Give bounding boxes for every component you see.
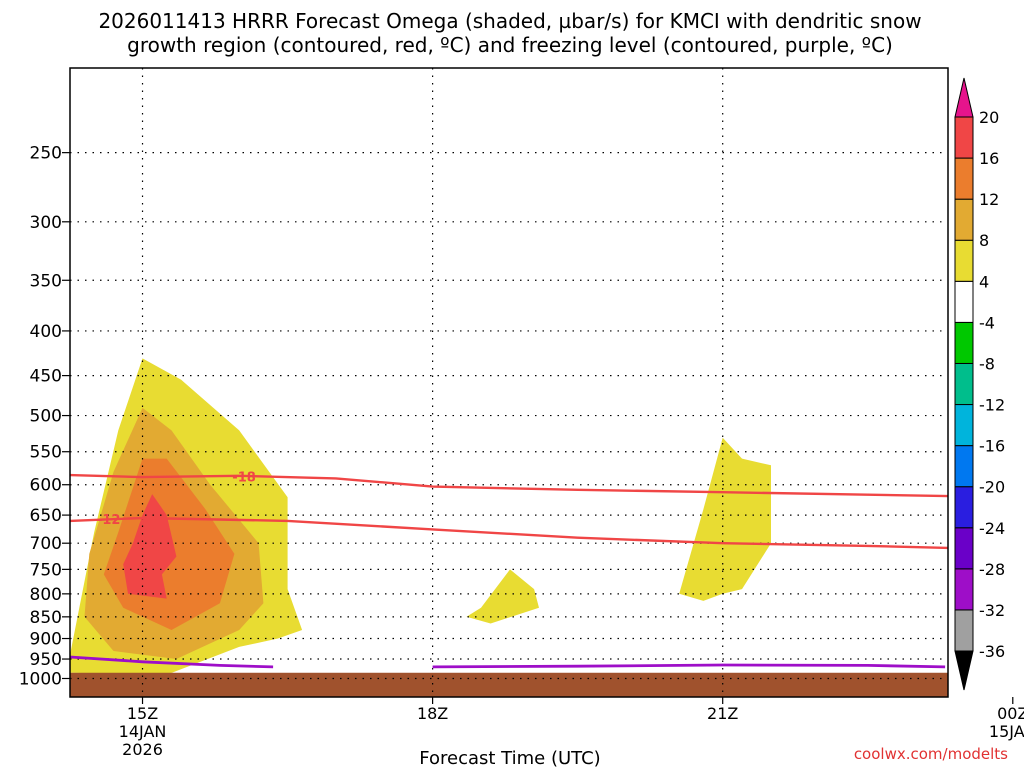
y-tick-label-800: 800 <box>30 585 62 605</box>
colorbar-bin--24 <box>954 486 974 529</box>
x-tick-date-00Z: 15JAN <box>989 722 1024 741</box>
colorbar-bin--36 <box>954 609 974 652</box>
freezing-level-line-0 <box>70 655 274 669</box>
colorbar-under-arrow <box>954 650 974 691</box>
colorbar-label--16: -16 <box>979 437 1005 456</box>
y-tick-label-300: 300 <box>30 213 62 233</box>
colorbar-label--8: -8 <box>979 354 995 373</box>
colorbar-label--24: -24 <box>979 519 1005 538</box>
colorbar-bin--28 <box>954 527 974 570</box>
colorbar-label--4: -4 <box>979 313 995 332</box>
y-tick-label-250: 250 <box>30 144 62 164</box>
x-tick-label-18Z: 18Z <box>417 704 448 723</box>
y-tick-label-600: 600 <box>30 476 62 496</box>
omega-region-4 <box>466 569 539 624</box>
x-tick-label-15Z: 15Z <box>127 704 158 723</box>
x-tick-label-00Z: 00Z <box>997 704 1024 723</box>
colorbar-bin-8 <box>954 198 974 241</box>
colorbar-label-12: 12 <box>979 190 999 209</box>
colorbar-bin--4 <box>954 280 974 323</box>
y-tick-label-400: 400 <box>30 322 62 342</box>
isotherm-minus18-line <box>70 473 948 498</box>
plot-area: -12-18-182503003504004505005506006507007… <box>19 67 1024 759</box>
y-tick-label-550: 550 <box>30 443 62 463</box>
colorbar-label--32: -32 <box>979 601 1005 620</box>
x-tick-label-21Z: 21Z <box>707 704 738 723</box>
y-tick-label-500: 500 <box>30 407 62 427</box>
x-axis-label: Forecast Time (UTC) <box>419 748 600 768</box>
colorbar-bin--12 <box>954 362 974 406</box>
y-tick-label-700: 700 <box>30 534 62 554</box>
chart-title-line2: growth region (contoured, red, ºC) and f… <box>127 33 893 57</box>
isotherm-minus12-label: -12 <box>97 513 121 528</box>
freezing-level-line-1 <box>432 663 946 669</box>
colorbar-label--12: -12 <box>979 396 1005 415</box>
y-tick-label-350: 350 <box>30 271 62 291</box>
colorbar-label--28: -28 <box>979 560 1005 579</box>
colorbar-bin--32 <box>954 568 974 611</box>
colorbar-bin--20 <box>954 445 974 488</box>
y-tick-label-850: 850 <box>30 608 62 628</box>
colorbar-bin--8 <box>954 321 974 364</box>
colorbar-bin-4 <box>954 239 974 282</box>
ground-surface <box>70 672 948 697</box>
colorbar-label-16: 16 <box>979 149 999 168</box>
y-tick-label-900: 900 <box>30 630 62 650</box>
colorbar-over-arrow <box>954 77 974 118</box>
y-tick-label-1000: 1000 <box>19 669 62 689</box>
colorbar-label--36: -36 <box>979 642 1005 661</box>
y-tick-label-650: 650 <box>30 506 62 526</box>
plot-frame <box>69 67 949 698</box>
colorbar-label-8: 8 <box>979 231 989 250</box>
colorbar-bin-12 <box>954 157 974 200</box>
x-tick-year-15Z: 2026 <box>122 740 163 759</box>
colorbar-bin-16 <box>954 116 974 159</box>
chart-title-line1: 2026011413 HRRR Forecast Omega (shaded, … <box>98 9 921 33</box>
colorbar-bin--16 <box>954 404 974 447</box>
colorbar-label-20: 20 <box>979 108 999 127</box>
isotherm-minus18-label: -18 <box>232 470 256 485</box>
colorbar-label-4: 4 <box>979 272 989 291</box>
plot-contents: -12-18-18 <box>70 68 948 697</box>
omega-region-4 <box>679 437 771 601</box>
colorbar-legend: -36 -32 -28 -24 -20 -16 -12 -8 -4 4 8 12 16 20 <box>954 77 1005 691</box>
omega-region-16 <box>123 494 177 599</box>
y-tick-label-950: 950 <box>30 650 62 670</box>
x-tick-date-15Z: 14JAN <box>119 722 167 741</box>
isotherm-minus12-line <box>70 516 948 550</box>
colorbar-label--20: -20 <box>979 478 1005 497</box>
y-tick-label-450: 450 <box>30 367 62 387</box>
y-tick-label-750: 750 <box>30 560 62 580</box>
watermark: coolwx.com/modelts <box>854 745 1008 763</box>
